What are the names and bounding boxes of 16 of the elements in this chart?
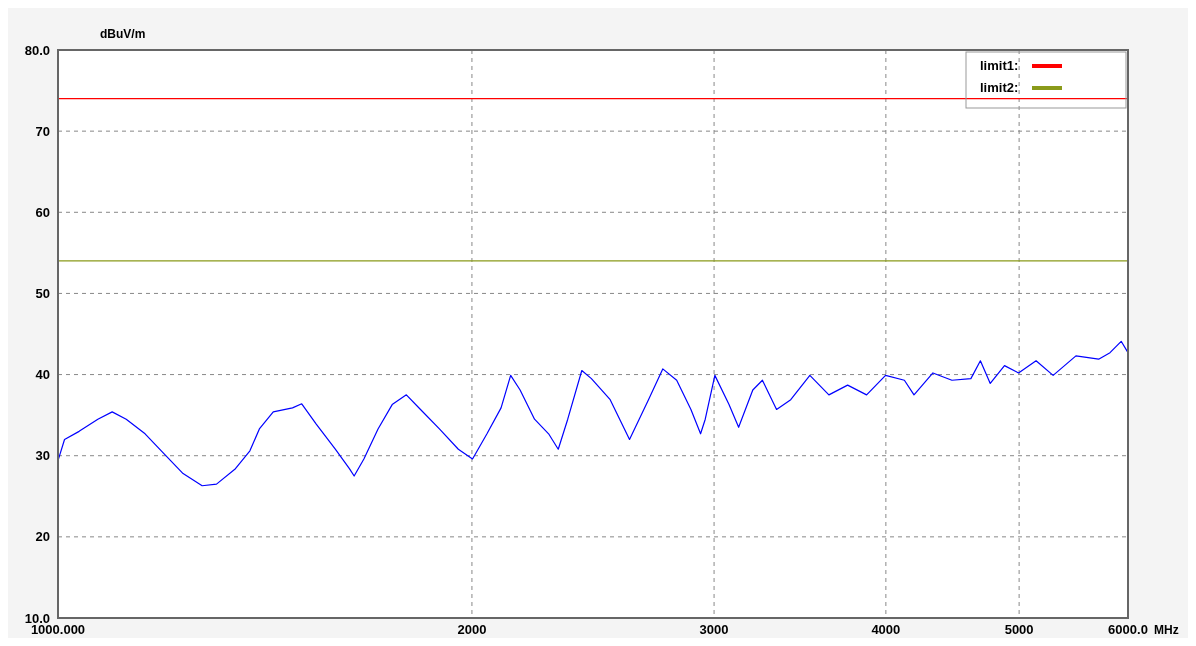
y-tick-label: 20 — [35, 529, 50, 545]
x-tick-label: 6000.0 — [1108, 622, 1148, 637]
y-tick-label: 70 — [35, 123, 50, 139]
x-axis-title: MHz — [1154, 623, 1179, 637]
x-tick-label: 2000 — [457, 622, 487, 637]
y-tick-label: 40 — [35, 367, 50, 383]
y-tick-label: 80.0 — [24, 42, 50, 58]
x-tick-label: 5000 — [1004, 622, 1034, 637]
y-tick-label: 50 — [35, 285, 50, 301]
y-tick-label: 60 — [35, 204, 50, 220]
y-axis-title: dBuV/m — [100, 27, 146, 41]
y-tick-label: 30 — [35, 448, 50, 464]
legend-label: limit1: — [980, 58, 1019, 73]
x-tick-label: 3000 — [699, 622, 729, 637]
x-tick-label: 4000 — [871, 622, 901, 637]
legend-label: limit2: — [980, 80, 1019, 95]
